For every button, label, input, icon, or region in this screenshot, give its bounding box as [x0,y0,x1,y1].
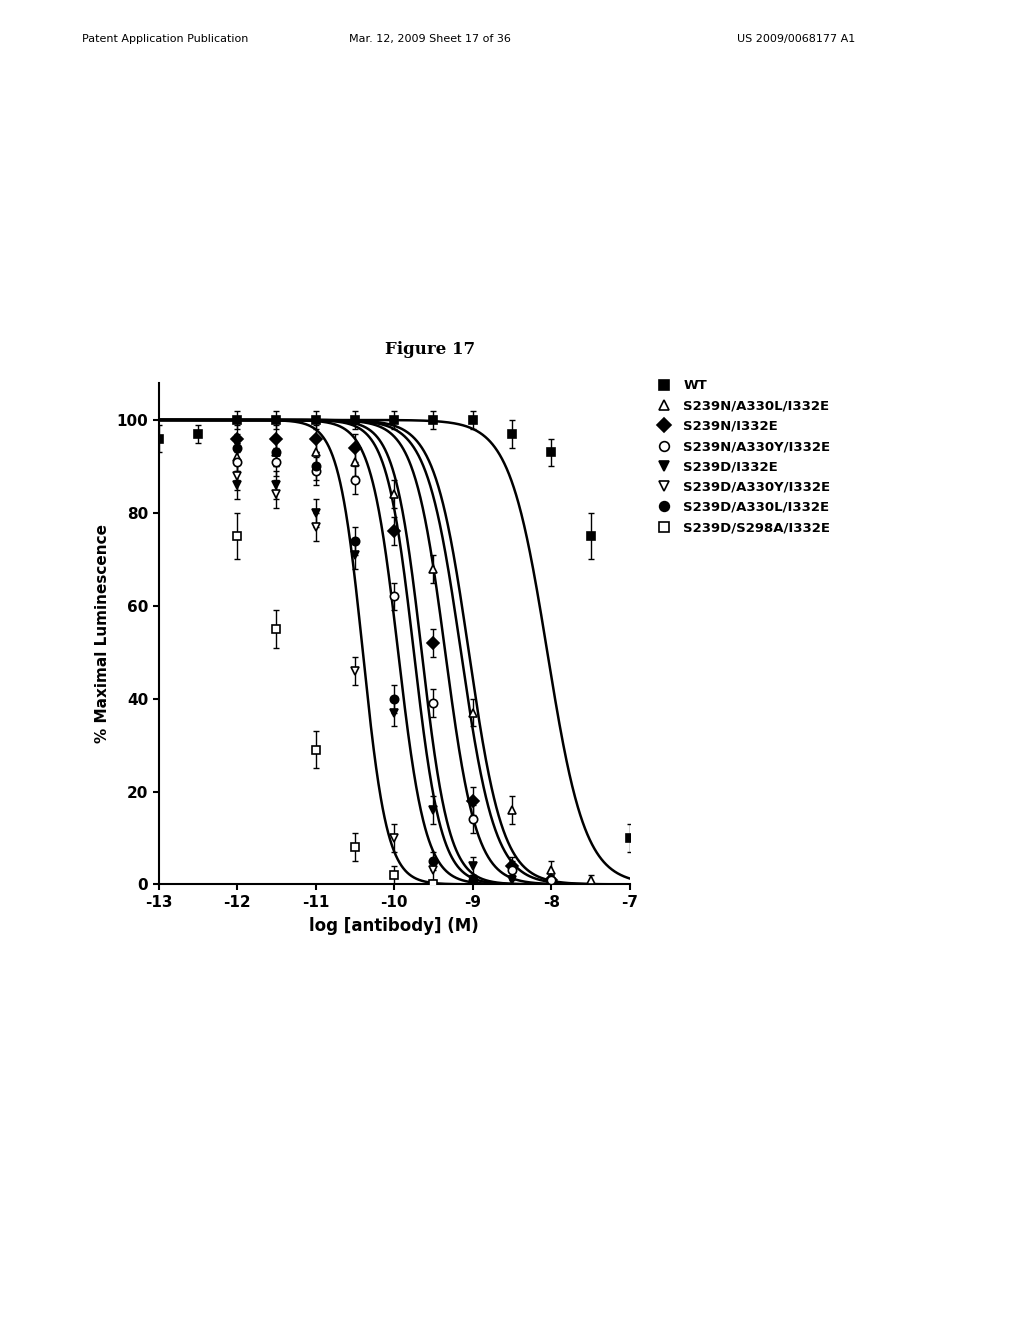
X-axis label: log [antibody] (M): log [antibody] (M) [309,917,479,935]
Text: US 2009/0068177 A1: US 2009/0068177 A1 [737,34,855,45]
Text: Figure 17: Figure 17 [385,342,475,358]
Y-axis label: % Maximal Luminescence: % Maximal Luminescence [94,524,110,743]
Text: Patent Application Publication: Patent Application Publication [82,34,248,45]
Text: Mar. 12, 2009 Sheet 17 of 36: Mar. 12, 2009 Sheet 17 of 36 [349,34,511,45]
Legend: WT, S239N/A330L/I332E, S239N/I332E, S239N/A330Y/I332E, S239D/I332E, S239D/A330Y/: WT, S239N/A330L/I332E, S239N/I332E, S239… [650,379,830,535]
